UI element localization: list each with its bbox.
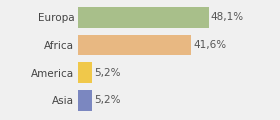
- Text: 41,6%: 41,6%: [193, 40, 227, 50]
- Bar: [78, 62, 92, 83]
- Bar: [78, 90, 92, 111]
- Text: 48,1%: 48,1%: [211, 12, 244, 22]
- Bar: [78, 35, 191, 55]
- Text: 5,2%: 5,2%: [95, 95, 121, 105]
- Bar: [78, 7, 209, 28]
- Text: 5,2%: 5,2%: [95, 68, 121, 78]
